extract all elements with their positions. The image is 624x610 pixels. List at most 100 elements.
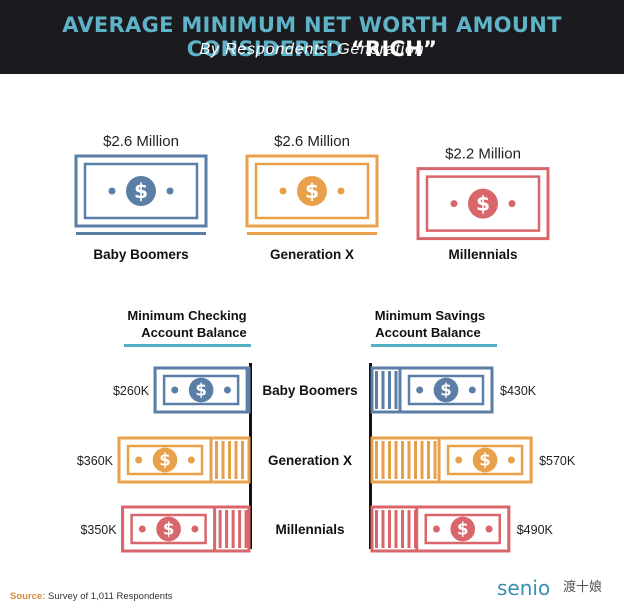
- coin-icon: [126, 176, 156, 206]
- generation-label: Baby Boomers: [93, 247, 188, 262]
- checking-bar-stripe: [221, 441, 225, 479]
- net-worth-value-label: $2.6 Million: [103, 133, 179, 150]
- savings-bar-stripe: [407, 441, 411, 479]
- savings-bar-stripe: [394, 371, 398, 409]
- savings-bar-stripe: [381, 371, 385, 409]
- savings-bar-stripe: [375, 510, 378, 548]
- savings-bar-stripe: [420, 441, 424, 479]
- savings-bar-stripe: [388, 510, 391, 548]
- dollar-sign-icon: $: [195, 381, 207, 400]
- row-generation-label: Millennials: [275, 522, 344, 537]
- row-generation-label: Baby Boomers: [262, 383, 357, 398]
- checking-bar-stripe: [228, 441, 231, 479]
- coin-icon: [297, 176, 327, 206]
- bill-dot-right: [508, 200, 516, 208]
- bill-dot-left: [279, 187, 287, 195]
- coin-icon: [433, 377, 459, 403]
- coin-icon: [152, 447, 178, 473]
- dollar-sign-icon: $: [457, 520, 469, 539]
- checking-value-label: $350K: [80, 523, 117, 537]
- source-note: Source: Survey of 1,011 Respondents: [10, 591, 172, 602]
- bill-dot-left: [450, 200, 458, 208]
- checking-bar-stripe: [234, 441, 238, 479]
- title-main: Average Minimum Net Worth Amount Conside…: [62, 13, 562, 61]
- bill-dot-right: [468, 386, 476, 394]
- savings-bar-stripe: [414, 441, 417, 479]
- bill-dot-right: [337, 187, 345, 195]
- source-text: Survey of 1,011 Respondents: [45, 591, 173, 602]
- checking-bill-3: $: [121, 505, 217, 553]
- checking-bar-stripe: [215, 441, 218, 479]
- net-worth-value-label: $2.6 Million: [274, 133, 350, 150]
- coin-icon: [472, 447, 498, 473]
- net-worth-bill-1: $: [74, 154, 208, 228]
- generation-label: Generation X: [270, 247, 354, 262]
- checking-value-label: $260K: [113, 384, 150, 398]
- bill-dot-right: [187, 456, 195, 464]
- savings-bill-1: $: [398, 366, 494, 414]
- bill-stack-stripe: [76, 232, 206, 235]
- bill-dot-left: [138, 525, 146, 533]
- brand-logo: senio: [497, 576, 551, 600]
- net-worth-value-label: $2.2 Million: [445, 146, 521, 163]
- bill-dot-right: [191, 525, 199, 533]
- bill-dot-right: [166, 187, 174, 195]
- savings-bar-stripe: [394, 510, 398, 548]
- dollar-sign-icon: $: [134, 179, 148, 203]
- savings-bar-stripe: [375, 371, 378, 409]
- savings-title-line1: Minimum Savings: [375, 308, 486, 323]
- savings-bar-stripe: [401, 441, 404, 479]
- checking-title-underline: [124, 344, 251, 347]
- savings-bar-stripe: [427, 441, 430, 479]
- bill-dot-left: [416, 386, 424, 394]
- chart-title: Average Minimum Net Worth Amount Conside…: [0, 13, 624, 61]
- checking-bar-stripe: [241, 441, 244, 479]
- bill-dot-right: [485, 525, 493, 533]
- savings-bar-stripe: [388, 441, 391, 479]
- bill-dot-left: [432, 525, 440, 533]
- coin-icon: [188, 377, 214, 403]
- savings-value-label: $490K: [517, 523, 554, 537]
- dollar-sign-icon: $: [479, 451, 491, 470]
- row-generation-label: Generation X: [268, 453, 352, 468]
- savings-bar-stripe: [381, 441, 385, 479]
- savings-bill-3: $: [415, 505, 511, 553]
- checking-bill-2: $: [117, 436, 213, 484]
- net-worth-bill-3: $: [416, 167, 550, 241]
- bill-dot-left: [171, 386, 179, 394]
- checking-bar-stripe: [231, 510, 235, 548]
- dollar-sign-icon: $: [159, 451, 171, 470]
- savings-value-label: $570K: [539, 454, 576, 468]
- generation-label: Millennials: [448, 247, 517, 262]
- coin-icon: [450, 516, 476, 542]
- savings-bar-stripe: [407, 510, 411, 548]
- savings-title-line2: Account Balance: [375, 325, 480, 340]
- checking-bar-stripe: [238, 510, 242, 548]
- dollar-sign-icon: $: [440, 381, 452, 400]
- checking-bar-stripe: [244, 510, 248, 548]
- dollar-sign-icon: $: [163, 520, 175, 539]
- coin-icon: [156, 516, 181, 542]
- bill-dot-left: [135, 456, 143, 464]
- checking-bar-stripe: [218, 510, 222, 548]
- savings-bar-stripe: [381, 510, 385, 548]
- header-banner: Average Minimum Net Worth Amount Conside…: [0, 0, 624, 74]
- savings-value-label: $430K: [500, 384, 537, 398]
- checking-bill-1: $: [153, 366, 249, 414]
- chart-subtitle: By Respondents' Generation: [199, 41, 425, 58]
- bill-dot-right: [223, 386, 231, 394]
- watermark-text: 渡十娘: [563, 579, 603, 594]
- savings-title-underline: [371, 344, 497, 347]
- checking-title-line1: Minimum Checking: [127, 308, 246, 323]
- bill-dot-right: [507, 456, 515, 464]
- bill-dot-left: [108, 187, 116, 195]
- savings-bar-stripe: [375, 441, 378, 479]
- bill-stack-stripe: [247, 232, 377, 235]
- dollar-sign-icon: $: [476, 191, 490, 215]
- dollar-sign-icon: $: [305, 179, 319, 203]
- savings-bar-stripe: [401, 510, 404, 548]
- checking-bar-stripe: [225, 510, 229, 548]
- checking-title-line2: Account Balance: [141, 325, 246, 340]
- net-worth-bill-2: $: [245, 154, 379, 228]
- source-label: Source:: [10, 591, 46, 602]
